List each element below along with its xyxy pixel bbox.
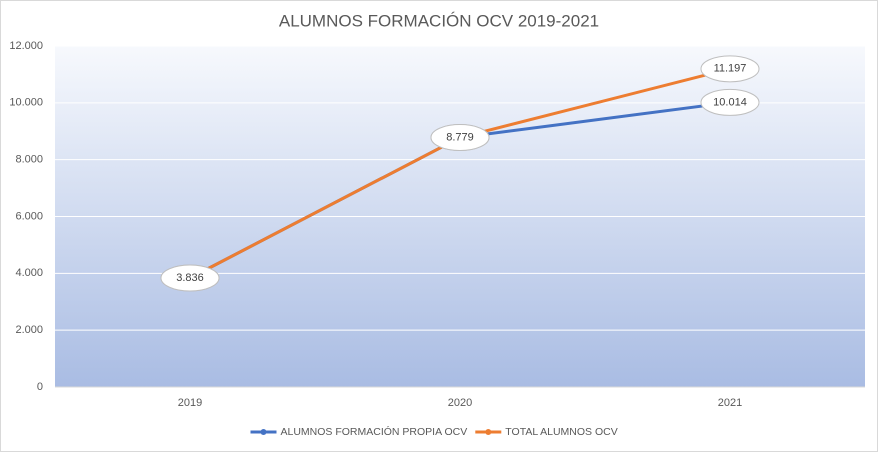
x-tick-label: 2020: [448, 397, 472, 409]
y-tick-label: 10.000: [9, 97, 43, 109]
chart-title: ALUMNOS FORMACIÓN OCV 2019-2021: [279, 11, 599, 30]
data-label: 8.779: [446, 131, 474, 143]
x-tick-label: 2021: [718, 397, 742, 409]
data-label: 3.836: [176, 272, 204, 284]
data-label-box: [160, 264, 220, 292]
data-label-box: [700, 55, 760, 83]
x-tick-label: 2019: [178, 397, 202, 409]
legend-label: ALUMNOS FORMACIÓN PROPIA OCV: [281, 425, 468, 438]
data-label: 10.014: [713, 96, 747, 108]
data-label-box: [700, 88, 760, 116]
y-tick-label: 12.000: [9, 40, 43, 52]
legend-marker: [485, 429, 492, 435]
y-tick-label: 4.000: [15, 267, 43, 279]
y-tick-label: 0: [37, 381, 43, 393]
legend-marker: [260, 429, 267, 435]
legend-label: TOTAL ALUMNOS OCV: [505, 426, 617, 438]
data-label-box: [430, 124, 490, 152]
y-tick-label: 2.000: [15, 324, 43, 336]
y-tick-label: 8.000: [15, 154, 43, 166]
data-label: 11.197: [714, 63, 747, 75]
y-tick-label: 6.000: [15, 210, 43, 222]
